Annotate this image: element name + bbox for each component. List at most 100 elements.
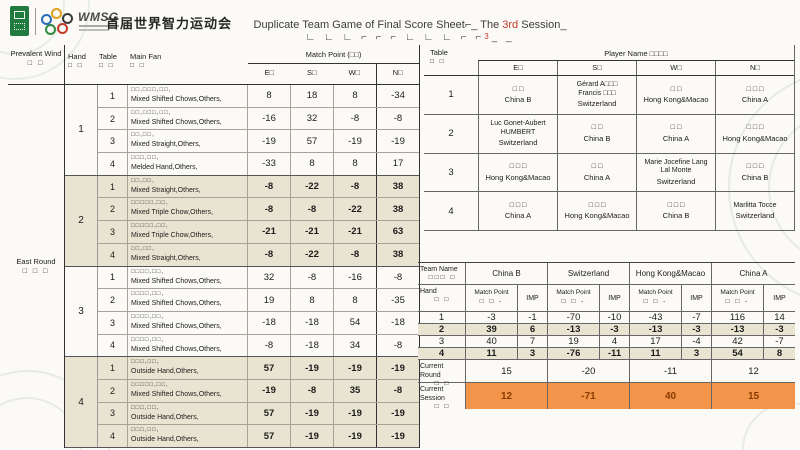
match-point-value: -19 [291, 402, 334, 425]
current-session-header: Current Session □ □ [418, 383, 466, 410]
east-round-cn: □ □ □ [22, 267, 50, 275]
match-point-value: -8 [376, 107, 419, 130]
table-number: 2 [448, 128, 454, 140]
team-imp-value: -1 [518, 312, 548, 323]
table-number: 3 [98, 402, 128, 425]
player-team: China A [504, 211, 532, 221]
match-point-value: 57 [248, 357, 291, 379]
subtitle-glyphs: ∟ ∟ ∟ ⌐ ⌐ ⌐ ∟ ∟ ∟ ⌐ ⌐ [305, 32, 485, 43]
fan-name: Mixed Shifted Chows,Others, [131, 322, 222, 330]
fan-name-cn: □□,□□□,□□, [131, 109, 172, 116]
score-table: Prevalent Wind □ □ East Round □ □ □ Hand… [8, 45, 420, 448]
fan-name: Outside Hand,Others, [131, 436, 199, 444]
match-point-value: -18 [291, 334, 334, 357]
player-table-col-header: Table □ □ [424, 45, 478, 75]
score-row: 2 □□□□□,□□, Mixed Triple Chow,Others, -8 -8-… [98, 198, 419, 222]
match-point-value: -19 [248, 379, 291, 402]
score-table-header: Hand □ □ Table □ □ Main Fan □ □ Match Po… [65, 45, 419, 85]
team-match-point-value: 17 [630, 336, 682, 347]
main-fan-cell: □□□□□,□□, Mixed Triple Chow,Others, [128, 198, 248, 221]
player-seat: □ □ China A [557, 153, 636, 192]
fan-name-cn: □□□□□,□□, [131, 381, 169, 388]
player-table-body: 1 □ □ China B Gérard A□□□ Francis □□□ Switzer… [424, 76, 794, 231]
current-round-row: Current Round □ □ 15 -20 -11 12 [418, 360, 795, 387]
fan-name: Mixed Shifted Chows,Others, [131, 96, 222, 103]
table-number: 1 [98, 266, 128, 289]
wind-header-west: W□ [348, 68, 361, 77]
prevalent-wind-cn: □ □ [27, 60, 45, 68]
score-row: 1 □□□□,□□, Mixed Shifted Chows,Others, 32 -8… [98, 266, 419, 290]
hand-number: 1 [418, 312, 466, 323]
fan-name-cn: □□□□,□□, [131, 268, 165, 275]
player-name: □ □ □ [509, 163, 527, 171]
match-point-value: 8 [352, 90, 358, 102]
hand-rows: 1 □□,□□□,□□, Mixed Shifted Chows,Others, 8 1… [98, 85, 419, 175]
main-fan-cell: □□,□□□,□□, Mixed Shifted Chows,Others, [128, 107, 248, 130]
match-point-value: -19 [248, 130, 291, 153]
player-name: □ □ □ [746, 85, 764, 93]
current-round-value: -20 [548, 360, 630, 382]
player-seat: □ □ China B [557, 114, 636, 153]
hand-rows: 1 □□□,□□, Outside Hand,Others, 57 -19 -19 -19 2… [98, 357, 419, 447]
main-fan-cell: □□,□□, Mixed Straight,Others, [128, 243, 248, 266]
score-row: 1 □□□,□□, Outside Hand,Others, 57 -19 -19 -19 [98, 357, 419, 380]
score-row: 2 □□□□,□□, Mixed Shifted Chows,Others, 19 8 8… [98, 289, 419, 312]
match-point-value: 8 [291, 289, 334, 311]
logo-divider [35, 8, 36, 35]
match-point-value: 19 [248, 289, 291, 311]
current-session-value: 15 [712, 383, 795, 409]
team-score-row: 2 39 6 -13 -3 -13 -3 -13 -3 [418, 324, 795, 336]
hand-rows: 1 □□□□,□□, Mixed Shifted Chows,Others, 32 -8… [98, 266, 419, 357]
team-header-switzerland: Switzerland [548, 263, 630, 284]
team-imp-value: 3 [518, 348, 548, 359]
title-text: Session_ [518, 19, 567, 31]
match-point-value: -19 [376, 402, 419, 425]
imp-column-header: IMP [518, 285, 548, 311]
current-round-cn: □ □ [434, 380, 451, 388]
player-team: Hong Kong&Macao [643, 95, 709, 105]
main-fan-cell: □□,□□, Mixed Straight,Others, [128, 130, 248, 153]
match-point-value: -8 [334, 175, 376, 198]
match-point-value: 57 [248, 402, 291, 425]
match-point-value: -21 [334, 221, 376, 243]
score-table-body: 1 1 □□,□□□,□□, Mixed Shifted Chows,Others, 8… [65, 85, 419, 448]
match-point-value: -19 [376, 357, 419, 379]
team-imp-value: -10 [600, 312, 630, 323]
table-number: 4 [98, 425, 128, 447]
fan-name-cn: □□□,□□, [131, 427, 160, 434]
prevalent-wind-column: Prevalent Wind □ □ East Round □ □ □ [8, 45, 65, 448]
player-name: □ □ □ [746, 163, 764, 171]
imp-column-header: IMP [773, 294, 786, 302]
player-name: □ □ □ [509, 201, 527, 209]
player-name: □ □ □ [667, 201, 685, 209]
player-row: 4 □ □ □ China A □ □ □ Hong Kong&Macao □ □ □ Ch… [424, 192, 794, 231]
fan-name: Mixed Shifted Chows,Others, [131, 277, 222, 285]
team-match-point-value: 39 [466, 324, 518, 335]
score-row: 2 □□,□□□,□□, Mixed Shifted Chows,Others, -1… [98, 107, 419, 131]
match-point-header-label: Match Point [638, 289, 673, 296]
hand-group: 2 1 □□,□□, Mixed Straight,Others, -8 -22 -8 38 2… [65, 175, 419, 267]
current-session-value: 40 [630, 383, 712, 409]
match-point-value: -8 [376, 266, 419, 289]
player-wind-headers: E□ S□ W□ N□ [478, 61, 794, 75]
match-point-column-header: Match Point □ □ - [466, 285, 518, 311]
match-point-value: -19 [334, 357, 376, 379]
match-point-value: -8 [334, 243, 376, 266]
match-point-header-cn: □ □ - [561, 297, 586, 305]
team-match-point-value: 19 [548, 336, 600, 347]
player-team: Switzerland [577, 99, 617, 109]
logo-ring-icon [45, 24, 56, 35]
team-match-point-value: 11 [630, 348, 682, 359]
table-number: 2 [98, 107, 128, 130]
player-team: Hong Kong&Macao [564, 211, 630, 221]
score-row: 2 □□□□□,□□, Mixed Shifted Chows,Others, -19… [98, 379, 419, 403]
player-row: 3 □ □ □ Hong Kong&Macao □ □ China A Marie Joc… [424, 153, 794, 193]
hand-number: 2 [418, 324, 466, 335]
match-point-column-header: Match Point □ □ - [712, 285, 764, 311]
main-fan-cell: □□□□,□□, Mixed Shifted Chows,Others, [128, 311, 248, 334]
hand-group: 1 1 □□,□□□,□□, Mixed Shifted Chows,Others, 8… [65, 85, 419, 176]
match-point-value: -8 [376, 334, 419, 357]
player-seat: Gérard A□□□ Francis □□□ Switzerland [557, 76, 636, 114]
table-header-label: Table [99, 52, 117, 61]
